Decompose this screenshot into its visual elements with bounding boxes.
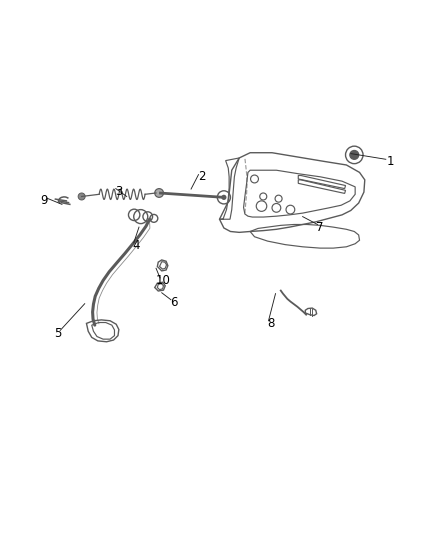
Text: 9: 9 xyxy=(41,195,48,207)
Text: 6: 6 xyxy=(170,296,177,309)
Circle shape xyxy=(78,193,85,200)
Text: 1: 1 xyxy=(385,155,393,168)
Text: 5: 5 xyxy=(54,327,61,340)
Text: 10: 10 xyxy=(155,274,170,287)
Circle shape xyxy=(349,150,358,159)
Text: 4: 4 xyxy=(132,239,140,252)
Text: 2: 2 xyxy=(198,170,205,183)
Circle shape xyxy=(221,195,226,200)
Text: 8: 8 xyxy=(267,317,274,330)
Text: 3: 3 xyxy=(115,185,122,198)
Circle shape xyxy=(154,189,163,197)
Text: 7: 7 xyxy=(316,221,323,233)
